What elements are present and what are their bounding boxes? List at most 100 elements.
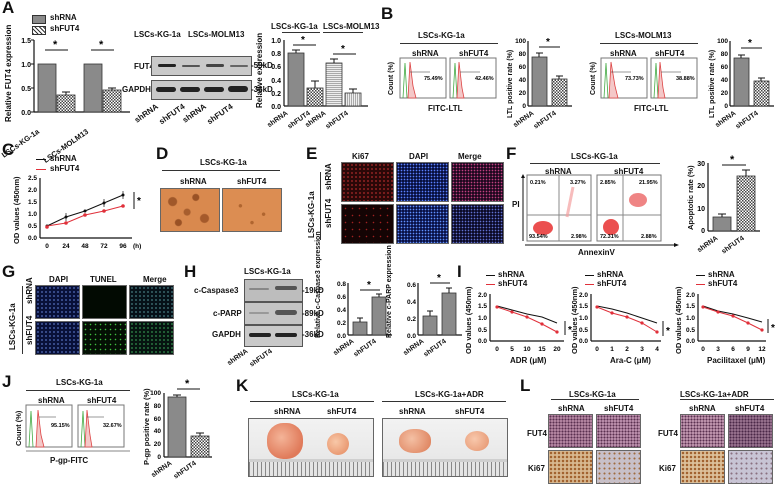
svg-text:1.5: 1.5 [579,303,588,310]
bar-plot: 0 20 40 60 80 100 * [717,38,774,110]
panel-label-f: F [506,144,517,163]
svg-text:2: 2 [625,346,629,353]
svg-text:*: * [301,35,305,46]
svg-text:1.0: 1.0 [271,38,281,45]
svg-text:0.6: 0.6 [337,294,346,301]
svg-text:0.0: 0.0 [337,333,346,340]
image-merge-shfut4 [129,321,174,355]
sample-shfut4: shFUT4 [327,407,357,416]
svg-text:32.67%: 32.67% [103,423,122,429]
svg-text:100: 100 [150,390,161,397]
col-dapi: DAPI [49,275,69,284]
svg-text:95.15%: 95.15% [51,423,70,429]
svg-text:0.2: 0.2 [271,91,281,98]
sample-shrna: shRNA [412,49,439,58]
svg-text:1.0: 1.0 [28,211,37,218]
image-dapi-shrna [396,162,449,202]
panel-label-e: E [306,144,318,163]
ihc-ki67-shrna-adr [680,450,725,484]
svg-text:*: * [546,37,550,48]
svg-text:10: 10 [523,346,531,353]
sample-shrna: shRNA [38,396,65,405]
ihc-ki67-shrna [548,450,593,484]
group-title: LSCs-KG-1a [571,152,618,161]
svg-text:*: * [730,154,735,166]
svg-text:100: 100 [717,38,728,45]
svg-text:20: 20 [519,90,527,97]
svg-text:1.0: 1.0 [686,315,695,322]
panel-label-d: D [156,144,169,163]
svg-text:0: 0 [701,228,705,235]
svg-text:15: 15 [538,346,546,353]
svg-text:2.5: 2.5 [28,175,37,182]
svg-text:*: * [341,44,345,55]
blot-label-cparp: c-PARP [213,309,242,318]
group-title: LSCs-KG-1a [244,267,291,276]
svg-text:0.0: 0.0 [686,338,695,345]
svg-text:*: * [666,326,670,337]
scatter-quadrants: 0.21% 3.27% 93.54% 2.98% 2.85% 21.95% 72… [521,174,679,247]
svg-text:0.5: 0.5 [28,223,37,230]
image-merge-shrna [129,285,174,319]
svg-text:10: 10 [697,206,705,213]
lane-shfut4-1: shFUT4 [157,102,187,127]
svg-text:48: 48 [81,243,89,250]
mw-19kd: -19kD [302,286,324,295]
legend-shrna: shRNA [597,270,624,279]
x-axis-title: P-gp-FITC [50,456,89,465]
image-dapi-shfut4 [396,204,449,244]
image-tunel-shrna [82,285,127,319]
blot-ccaspase3 [244,279,303,302]
row-group: LSCs-KG-1a [8,303,17,350]
svg-text:80: 80 [154,403,162,410]
svg-text:72: 72 [100,243,108,250]
svg-text:0.6: 0.6 [271,64,281,71]
svg-text:0: 0 [724,103,728,110]
group-kg1a: LSCs-KG-1a [271,22,318,31]
legend-label-shrna: shRNA [50,13,77,22]
svg-text:80: 80 [519,51,527,58]
histograms: 75.49% 42.46% [399,57,497,99]
x-axis-title: Pacilitaxel (μM) [707,356,766,365]
svg-text:72.31%: 72.31% [600,234,619,240]
svg-text:2.0: 2.0 [28,187,37,194]
image-ki67-shrna [341,162,394,202]
svg-text:0.0: 0.0 [271,104,281,111]
svg-text:6: 6 [731,346,735,353]
col-merge: Merge [143,275,167,284]
svg-text:0.8: 0.8 [337,281,346,288]
svg-text:*: * [367,280,371,291]
svg-text:2.0: 2.0 [478,292,487,299]
bar-plot: 0.0 0.2 0.4 0.6 * [407,273,462,340]
blot-label-ccaspase3: c-Caspase3 [194,286,239,295]
blot-group-molm13: LSCs-MOLM13 [188,30,245,39]
group-title: LSCs-MOLM13 [615,31,672,40]
mw-59kd: -59kD [251,61,273,70]
mw-36kd: -36kD [251,85,273,94]
legend-shfut4: shFUT4 [708,279,738,288]
blot-gapdh [151,80,252,100]
ihc-fut4-shrna-adr [680,414,725,448]
legend-shrna: shRNA [50,154,77,163]
panel-label-c: C [2,140,15,159]
svg-text:1.0: 1.0 [478,315,487,322]
svg-text:0: 0 [495,346,499,353]
y-axis-title: Relative c-Caspase3 expression [315,231,322,338]
svg-text:12: 12 [758,346,766,353]
legend-shrna: shRNA [498,270,525,279]
svg-text:100: 100 [515,38,526,45]
sample-shrna: shRNA [545,167,572,176]
panel-label-k: K [236,376,249,395]
image-tunel-shfut4 [82,321,127,355]
lane-shrna-2: shRNA [180,102,208,125]
sample-shrna: shRNA [610,49,637,58]
sample-shrna: shRNA [399,407,426,416]
blot-gapdh [244,325,303,347]
svg-text:0.2: 0.2 [337,320,346,327]
blot-fut4 [151,56,252,76]
image-dapi-shfut4 [35,321,80,355]
legend-shfut4: shFUT4 [50,164,80,173]
svg-text:0.5: 0.5 [21,86,31,93]
svg-text:0: 0 [522,103,526,110]
row-ki67: Ki67 [528,464,545,473]
